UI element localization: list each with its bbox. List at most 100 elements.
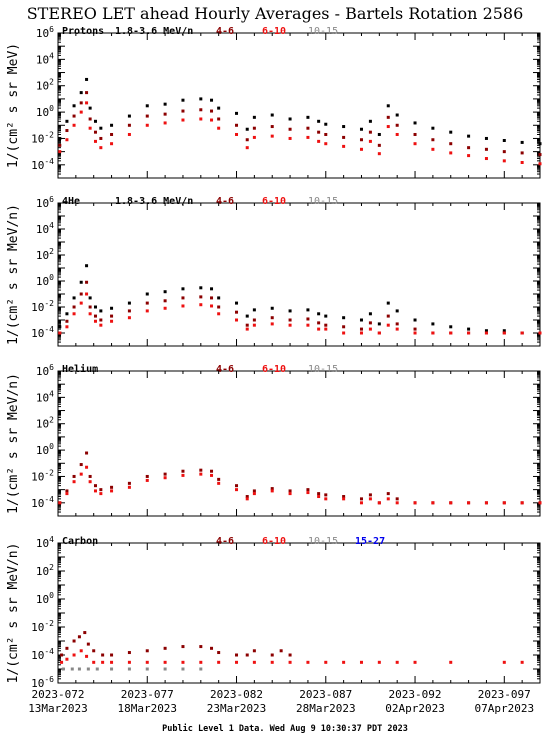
data-point [199, 660, 203, 664]
data-point [317, 139, 321, 143]
data-point [324, 142, 328, 146]
data-point [93, 319, 97, 323]
data-point [520, 160, 524, 164]
y-tick-label: 104 [36, 535, 54, 550]
data-point [395, 123, 399, 127]
data-point [235, 310, 239, 314]
y-tick-label: 104 [36, 389, 54, 404]
data-point [110, 132, 114, 136]
data-point [99, 146, 103, 150]
legend-entry: 4-6 [216, 364, 234, 375]
data-point [145, 123, 149, 127]
data-point [386, 323, 390, 327]
data-point [413, 132, 417, 136]
data-point [110, 142, 114, 146]
data-point [449, 151, 453, 155]
y-tick-label: 100 [36, 104, 54, 119]
plot-frame [57, 370, 541, 517]
data-point [359, 327, 363, 331]
data-point [288, 318, 292, 322]
y-tick-label: 102 [36, 563, 54, 578]
data-point [449, 501, 453, 505]
data-point [127, 301, 131, 305]
data-point [467, 501, 471, 505]
data-point [368, 321, 372, 325]
panel-helium: 106 104 102 100 10-2 10-4 1/(cm² s sr MeV/n) He… [6, 363, 542, 517]
data-point [502, 329, 506, 333]
y-tick-label: 100 [36, 591, 54, 606]
y-tick-label: 10-6 [31, 675, 54, 690]
data-point [342, 495, 346, 499]
data-point [377, 331, 381, 335]
data-point [359, 138, 363, 142]
legend-entry: 10-15 [308, 364, 338, 375]
data-point [306, 323, 310, 327]
data-point [377, 132, 381, 136]
y-tick-label: 100 [36, 273, 54, 288]
data-point [181, 645, 185, 649]
data-point [252, 126, 256, 130]
y-tick-label: 106 [36, 363, 54, 378]
data-point [88, 126, 92, 130]
y-axis-label: 1/(cm² s sr MeV/n) [6, 204, 21, 345]
data-point [502, 660, 506, 664]
data-point [342, 135, 346, 139]
data-point [88, 296, 92, 300]
series-4-6 [58, 91, 542, 157]
data-point [210, 304, 214, 308]
data-point [386, 301, 390, 305]
data-point [368, 327, 372, 331]
data-point [72, 305, 76, 309]
data-point [431, 138, 435, 142]
legend-entry: 1.8-3.6 MeV/n [115, 196, 193, 207]
data-point [145, 292, 149, 296]
data-point [279, 649, 283, 653]
data-point [377, 660, 381, 664]
data-point [245, 146, 249, 150]
data-point [163, 290, 167, 294]
data-point [58, 325, 62, 329]
data-point [99, 488, 103, 492]
data-point [270, 322, 274, 326]
data-point [270, 489, 274, 493]
data-point [79, 292, 83, 296]
data-point [210, 296, 214, 300]
data-point [163, 660, 167, 664]
data-point [217, 106, 221, 110]
data-point [245, 323, 249, 327]
y-tick-label: 104 [36, 51, 54, 66]
data-point [395, 660, 399, 664]
data-point [85, 91, 89, 95]
data-point [395, 501, 399, 505]
data-point [368, 139, 372, 143]
data-point [58, 143, 62, 147]
data-point [235, 111, 239, 115]
data-point [85, 280, 89, 284]
data-point [413, 331, 417, 335]
data-point [217, 481, 221, 485]
data-point [245, 314, 249, 318]
data-point [93, 314, 97, 318]
data-point [235, 653, 239, 657]
data-point [245, 653, 249, 657]
x-tick-label: 18Mar2023 [117, 702, 177, 715]
data-point [181, 287, 185, 291]
data-point [245, 127, 249, 131]
data-point [217, 660, 221, 664]
data-point [88, 480, 92, 484]
x-tick-label: 2023-077 [121, 688, 174, 701]
data-point [270, 134, 274, 138]
x-tick-label: 23Mar2023 [207, 702, 267, 715]
data-point [368, 312, 372, 316]
data-point [342, 497, 346, 501]
data-point [93, 139, 97, 143]
data-point [181, 469, 185, 473]
data-point [449, 331, 453, 335]
data-point [93, 305, 97, 309]
legend-entry: 6-10 [262, 26, 286, 37]
data-point [145, 660, 149, 664]
y-axis-label: 1/(cm² s sr MeV/n) [6, 543, 21, 684]
data-point [72, 296, 76, 300]
data-point [359, 501, 363, 505]
data-point [210, 473, 214, 477]
